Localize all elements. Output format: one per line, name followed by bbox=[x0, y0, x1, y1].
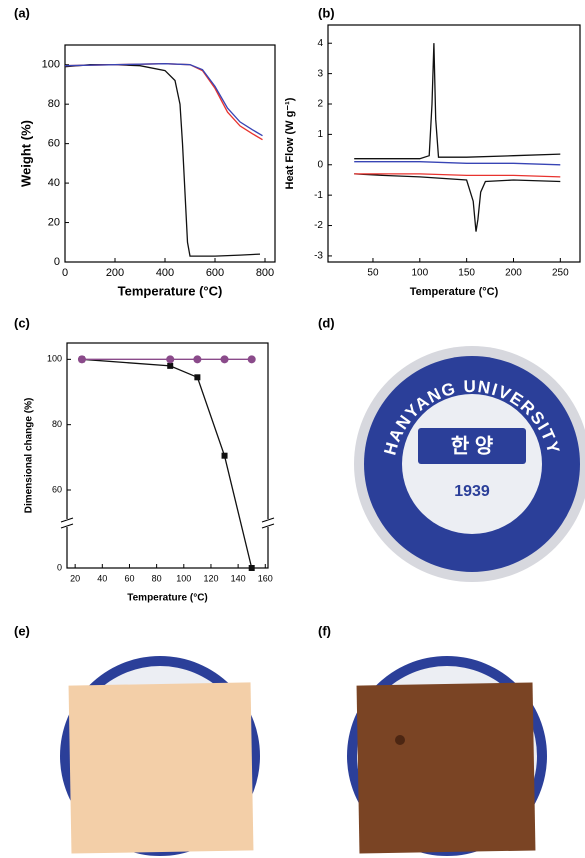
panel-label: (c) bbox=[14, 315, 30, 330]
y-axis-label: Heat Flow (W g⁻¹) bbox=[284, 97, 296, 189]
y-tick-label: 80 bbox=[48, 98, 60, 110]
data-point bbox=[247, 355, 256, 364]
plot-frame bbox=[327, 24, 581, 263]
seal-text: 1939 bbox=[454, 483, 490, 500]
x-axis-label: Temperature (°C) bbox=[118, 283, 223, 298]
x-tick-label: 60 bbox=[124, 573, 134, 583]
data-point bbox=[220, 355, 229, 364]
film-photo bbox=[347, 656, 547, 856]
data-point bbox=[248, 565, 255, 571]
film-photo bbox=[60, 656, 260, 856]
x-tick-label: 120 bbox=[203, 573, 218, 583]
axis-break bbox=[61, 519, 73, 527]
y-tick-label: -3 bbox=[314, 251, 323, 262]
x-axis-label: Temperature (°C) bbox=[410, 286, 499, 298]
data-line bbox=[354, 161, 561, 166]
y-tick-label: 0 bbox=[54, 256, 60, 268]
y-tick-label: -1 bbox=[314, 190, 323, 201]
data-line bbox=[354, 173, 561, 178]
panel-label: (d) bbox=[318, 315, 335, 330]
x-tick-label: 100 bbox=[176, 573, 191, 583]
axis-break bbox=[261, 523, 275, 529]
plot-frame bbox=[66, 342, 269, 569]
data-point bbox=[167, 362, 174, 369]
panel-label: (a) bbox=[14, 5, 30, 20]
y-tick-label: 80 bbox=[52, 419, 62, 429]
x-tick-label: 400 bbox=[156, 267, 174, 279]
x-tick-label: 0 bbox=[62, 267, 68, 279]
x-tick-label: 200 bbox=[106, 267, 124, 279]
x-tick-label: 140 bbox=[231, 573, 246, 583]
y-tick-label: 4 bbox=[317, 38, 323, 49]
data-line bbox=[81, 358, 253, 569]
x-tick-label: 160 bbox=[258, 573, 273, 583]
y-tick-label: -2 bbox=[314, 220, 323, 231]
axis-break bbox=[261, 517, 275, 523]
y-tick-label: 60 bbox=[48, 138, 60, 150]
plot-frame bbox=[64, 44, 276, 263]
x-tick-label: 50 bbox=[367, 268, 379, 279]
x-tick-label: 200 bbox=[505, 268, 522, 279]
data-line bbox=[64, 64, 261, 257]
y-tick-label: 3 bbox=[317, 68, 323, 79]
panel-label: (f) bbox=[318, 623, 331, 638]
y-tick-label: 100 bbox=[47, 354, 62, 364]
y-axis-label: Weight (%) bbox=[18, 120, 33, 187]
y-axis-label: Dimensional change (%) bbox=[24, 398, 35, 514]
y-tick-label: 2 bbox=[317, 99, 323, 110]
axis-break bbox=[262, 519, 274, 527]
x-tick-label: 600 bbox=[206, 267, 224, 279]
data-line bbox=[64, 63, 263, 137]
y-tick-label: 100 bbox=[42, 59, 60, 71]
y-tick-label: 60 bbox=[52, 484, 62, 494]
panel-label: (b) bbox=[318, 5, 335, 20]
data-point bbox=[166, 355, 175, 364]
panel-label: (e) bbox=[14, 623, 30, 638]
x-tick-label: 250 bbox=[552, 268, 569, 279]
y-tick-label: 20 bbox=[48, 216, 60, 228]
seal-photo: HANYANG UNIVERSITY 한 양 1939 bbox=[354, 346, 585, 582]
y-tick-label: 1 bbox=[317, 129, 323, 140]
x-tick-label: 80 bbox=[152, 573, 162, 583]
x-tick-label: 100 bbox=[411, 268, 428, 279]
x-tick-label: 150 bbox=[458, 268, 475, 279]
data-line bbox=[354, 43, 561, 160]
seal-text: 한 양 bbox=[451, 434, 494, 457]
data-line bbox=[354, 173, 561, 232]
x-tick-label: 40 bbox=[97, 573, 107, 583]
y-tick-label: 0 bbox=[317, 159, 323, 170]
data-line bbox=[64, 63, 263, 141]
data-point bbox=[194, 374, 201, 381]
data-point bbox=[77, 355, 86, 364]
x-tick-label: 800 bbox=[256, 267, 274, 279]
axis-break bbox=[60, 517, 74, 523]
x-axis-label: Temperature (°C) bbox=[127, 593, 208, 604]
axis-break bbox=[60, 523, 74, 529]
data-point bbox=[221, 452, 228, 459]
data-point bbox=[193, 355, 202, 364]
y-tick-label: 0 bbox=[57, 562, 62, 572]
x-tick-label: 20 bbox=[70, 573, 80, 583]
y-tick-label: 40 bbox=[48, 177, 60, 189]
